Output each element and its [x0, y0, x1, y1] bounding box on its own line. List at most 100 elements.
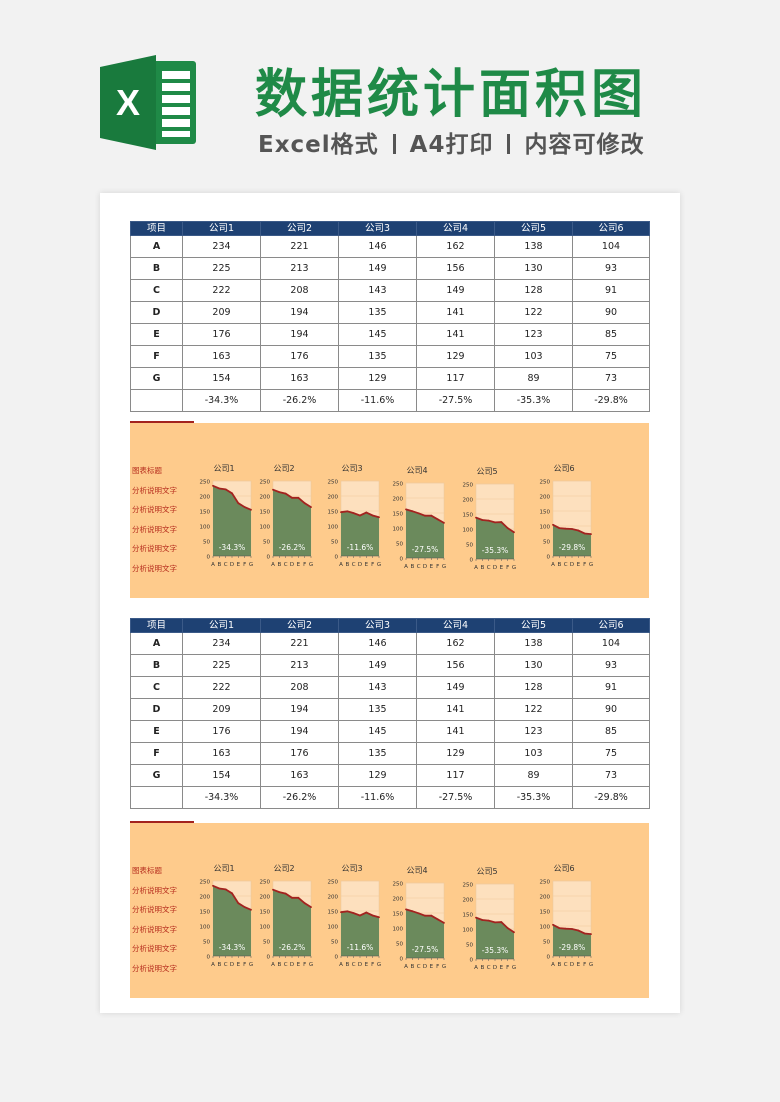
table-cell: 135 [338, 345, 417, 368]
y-tick-label: 100 [200, 525, 211, 531]
x-tick-label: G [249, 562, 253, 568]
x-tick-label: C [284, 562, 288, 568]
row-label: G [130, 367, 183, 390]
area-chart: 公司3 0 50 100 150 200 250 A B C D E F G -11.6% [328, 853, 411, 973]
x-tick-label: D [290, 962, 294, 968]
y-tick-label: 250 [540, 480, 551, 486]
table-cell: 143 [338, 279, 417, 302]
table-cell: 149 [338, 654, 417, 677]
x-tick-label: E [500, 565, 504, 571]
y-tick-label: 100 [393, 527, 404, 533]
data-point [424, 914, 426, 917]
table-cell: 156 [416, 654, 495, 677]
data-point [237, 902, 240, 905]
row-label: D [130, 301, 183, 324]
x-tick-label: E [365, 562, 369, 568]
y-tick-label: 50 [543, 540, 550, 546]
column-header: 公司3 [338, 221, 417, 236]
table-cell: 103 [494, 742, 573, 765]
chart-title: 公司1 [213, 464, 234, 473]
table-cell: 89 [494, 367, 573, 390]
x-tick-label: E [577, 562, 581, 568]
table-cell: 209 [182, 301, 261, 324]
data-point [272, 488, 274, 491]
table-cell: 194 [260, 301, 339, 324]
y-tick-label: 250 [260, 480, 271, 486]
data-point [506, 527, 509, 529]
y-tick-label: 150 [200, 510, 211, 516]
change-row: -34.3% -26.2% -11.6% -27.5% -35.3% -29.8% [130, 389, 650, 412]
page-title: 数据统计面积图 [255, 65, 648, 125]
data-point [250, 508, 252, 511]
data-point [359, 914, 361, 917]
table-cell: 163 [182, 345, 261, 368]
y-tick-label: 100 [540, 525, 551, 531]
data-point [583, 932, 586, 935]
area-series [476, 917, 514, 959]
table-cell: 141 [416, 720, 495, 743]
table-cell: 221 [260, 235, 339, 258]
y-tick-label: 0 [547, 555, 551, 561]
y-tick-label: 100 [540, 925, 551, 931]
x-tick-label: F [436, 964, 439, 970]
chart-title: 公司5 [476, 467, 497, 476]
data-point [552, 923, 554, 926]
area-chart: 公司1 0 50 100 150 200 250 A B C D E F G -34.3% [200, 853, 283, 973]
subtitle-separator [392, 134, 396, 154]
y-tick-label: 200 [540, 495, 551, 501]
table-row: B 225 213 149 156 130 93 [130, 654, 650, 677]
area-series [213, 885, 251, 956]
data-point [577, 529, 580, 532]
y-tick-label: 100 [328, 525, 339, 531]
data-point [481, 919, 484, 921]
x-tick-label: B [345, 962, 349, 968]
column-header: 公司5 [494, 618, 573, 633]
x-tick-label: G [589, 562, 593, 568]
x-tick-label: D [493, 565, 497, 571]
x-tick-label: C [487, 965, 491, 971]
table-cell: 221 [260, 632, 339, 655]
data-point [411, 510, 414, 513]
change-data-label: -27.5% [412, 945, 439, 954]
analysis-text: 分析说明文字 [132, 485, 177, 495]
area-chart: 公司6 0 50 100 150 200 250 A B C D E F G -29.8% [540, 453, 623, 573]
data-point [513, 931, 515, 934]
area-series [273, 889, 311, 956]
table-cell: 225 [182, 654, 261, 677]
change-cell: -11.6% [338, 389, 417, 412]
section-accent-line [130, 421, 194, 424]
data-point [310, 906, 312, 908]
data-point [352, 512, 355, 514]
table-row: F 163 176 135 129 103 75 [130, 742, 650, 765]
data-point [250, 908, 252, 911]
y-tick-label: 50 [543, 940, 550, 946]
x-tick-label: D [423, 964, 427, 970]
area-chart-svg: 公司5 0 50 100 150 200 250 A B C D E F G -35.3% [463, 867, 517, 971]
x-tick-label: A [339, 562, 343, 568]
data-point [291, 496, 293, 499]
table-cell: 222 [182, 676, 261, 699]
row-label: F [130, 742, 183, 765]
table-cell: 145 [338, 720, 417, 743]
x-tick-label: G [442, 964, 446, 970]
y-tick-label: 50 [203, 540, 210, 546]
x-tick-label: G [377, 562, 381, 568]
y-tick-label: 200 [328, 895, 339, 901]
table-cell: 156 [416, 257, 495, 280]
table-cell: 234 [182, 235, 261, 258]
table-row: E 176 194 145 141 123 85 [130, 720, 650, 743]
table-cell: 129 [416, 742, 495, 765]
data-point [346, 510, 349, 513]
y-tick-label: 250 [463, 883, 474, 889]
data-point [303, 902, 306, 905]
y-tick-label: 0 [335, 955, 339, 961]
analysis-text: 分析说明文字 [132, 924, 177, 934]
x-tick-label: C [564, 962, 568, 968]
table-cell: 163 [182, 742, 261, 765]
column-header: 公司4 [416, 221, 495, 236]
x-tick-label: B [410, 964, 414, 970]
chart-title: 公司3 [341, 464, 362, 473]
data-point [564, 527, 567, 530]
table-cell: 149 [416, 676, 495, 699]
area-series [476, 517, 514, 559]
